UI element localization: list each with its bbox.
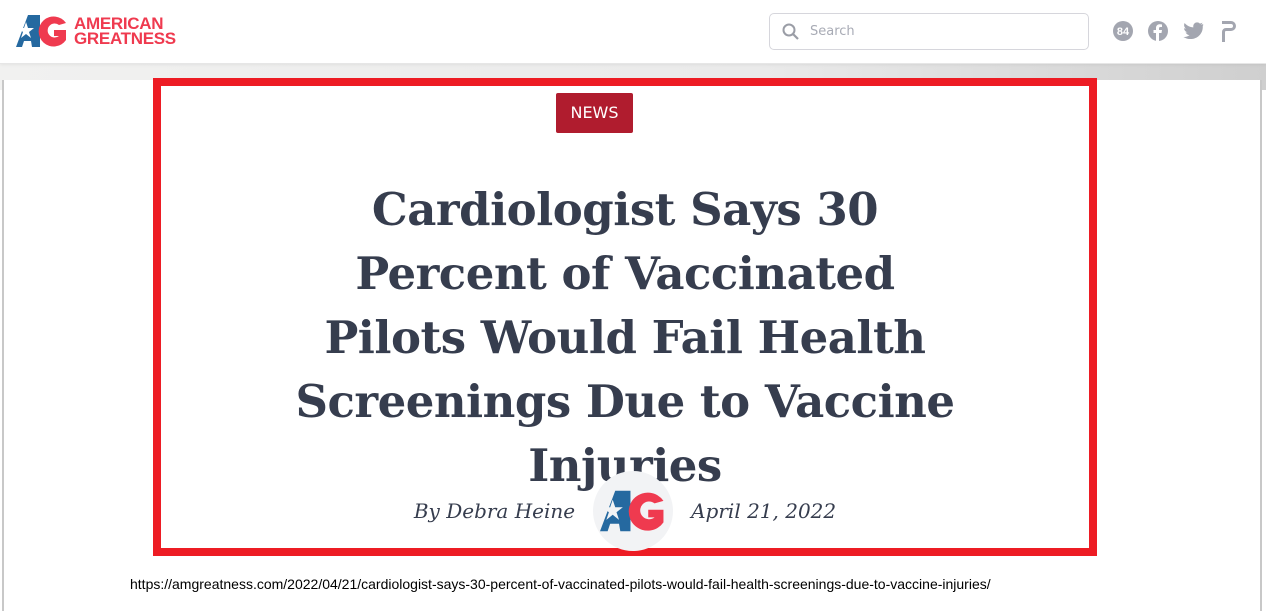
84-icon[interactable]: 84 xyxy=(1112,20,1134,42)
byline: By Debra Heine April 21, 2022 xyxy=(161,471,1089,551)
search-icon xyxy=(782,23,799,40)
site-header: AMERICAN GREATNESS 84 xyxy=(0,0,1266,64)
logo-text-line2: GREATNESS xyxy=(74,29,176,48)
author-name[interactable]: By Debra Heine xyxy=(413,499,576,523)
search-input[interactable] xyxy=(810,24,1070,39)
publish-date: April 21, 2022 xyxy=(691,499,837,523)
article-title: Cardiologist Says 30 Percent of Vaccinat… xyxy=(295,183,955,492)
highlight-box: NEWS Cardiologist Says 30 Percent of Vac… xyxy=(153,78,1097,556)
search-box[interactable] xyxy=(769,13,1089,50)
facebook-icon[interactable] xyxy=(1147,20,1169,42)
source-url: https://amgreatness.com/2022/04/21/cardi… xyxy=(130,576,991,592)
badge-84-text: 84 xyxy=(1117,26,1130,38)
category-tag[interactable]: NEWS xyxy=(556,93,633,133)
logo-text-line1: AMERICAN xyxy=(74,14,164,33)
ag-logo-icon xyxy=(16,15,66,47)
author-avatar xyxy=(593,471,674,551)
twitter-icon[interactable] xyxy=(1182,20,1204,42)
parler-icon[interactable] xyxy=(1217,20,1239,42)
ag-logo-icon xyxy=(600,490,664,532)
site-logo[interactable]: AMERICAN GREATNESS xyxy=(16,14,176,48)
